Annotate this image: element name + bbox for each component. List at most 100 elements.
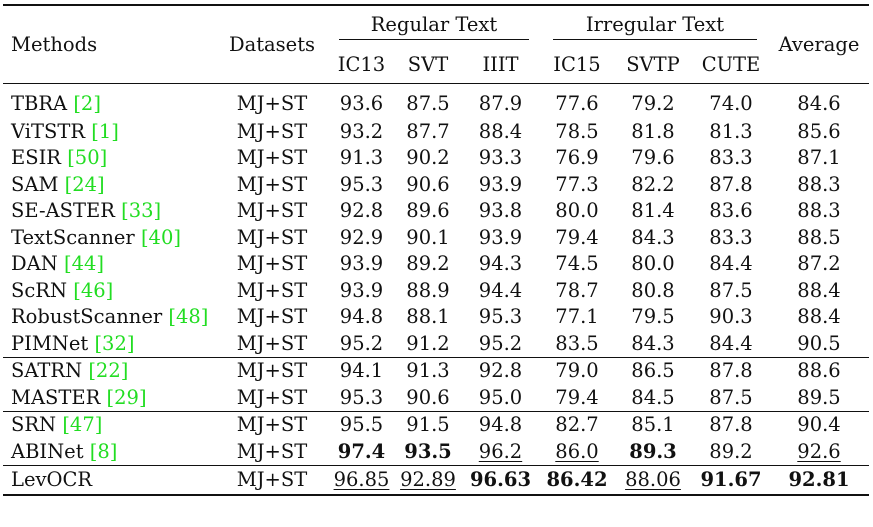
value-cell: 95.2 [478,331,523,355]
value-cell: 93.9 [478,172,523,196]
method-name: DAN [44] [11,252,105,276]
citation-link[interactable]: [40] [140,225,181,249]
citation-link[interactable]: [33] [121,199,162,223]
value-cell: 90.1 [406,225,450,249]
value-cell-best: 96.63 [460,464,541,496]
value-cell: 84.4 [709,252,753,276]
value-cell: 74.0 [709,91,753,115]
value-cell: 87.7 [406,119,450,143]
method-name: MASTER [29] [11,385,147,409]
citation-link[interactable]: [48] [168,305,209,329]
value-cell: 87.5 [709,278,753,302]
citation-link[interactable]: [2] [73,91,101,115]
value-cell: 76.9 [555,146,599,170]
method-name: PIMNet [32] [11,331,135,355]
value-cell: 95.0 [478,385,523,409]
citation-link[interactable]: [32] [94,331,135,355]
method-name: LevOCR [3,464,217,496]
value-cell: 93.2 [339,119,384,143]
table-row: ABINet [8] MJ+ST 97.4 93.5 96.2 86.0 89.… [3,438,869,465]
value-cell: 88.9 [406,278,450,302]
dataset-cell: MJ+ST [217,356,327,384]
value-cell: 89.2 [709,439,753,463]
value-cell: 80.0 [555,199,599,223]
value-cell: 81.3 [709,119,753,143]
value-cell: 81.8 [631,119,675,143]
table-row: LevOCR MJ+ST 96.85 92.89 96.63 86.42 88.… [3,464,869,496]
average-cell: 88.6 [769,356,869,384]
value-cell: 88.4 [478,119,523,143]
value-cell: 93.6 [339,91,384,115]
citation-link[interactable]: [22] [88,359,129,383]
value-cell-second: 96.85 [327,464,396,496]
table-row: TBRA [2] MJ+ST 93.6 87.5 87.9 77.6 79.2 … [3,84,869,119]
citation-link[interactable]: [50] [67,146,108,170]
value-cell-best: 89.3 [629,439,677,463]
value-cell-second: 92.89 [396,464,460,496]
table-row: TextScanner [40] MJ+ST 92.9 90.1 93.9 79… [3,224,869,251]
value-cell: 95.3 [478,305,523,329]
average-cell: 87.2 [797,252,841,276]
citation-link[interactable]: [46] [73,278,114,302]
citation-link[interactable]: [47] [62,413,103,437]
method-name: SRN [47] [3,410,217,438]
table-row: SE-ASTER [33] MJ+ST 92.8 89.6 93.8 80.0 … [3,198,869,225]
value-cell: 92.8 [460,356,541,384]
dataset-cell: MJ+ST [236,225,308,249]
dataset-cell: MJ+ST [236,278,308,302]
value-cell: 90.3 [709,305,753,329]
value-cell: 80.0 [631,252,675,276]
value-cell: 74.5 [555,252,599,276]
table-row: PIMNet [32] MJ+ST 95.2 91.2 95.2 83.5 84… [3,330,869,357]
average-cell: 84.6 [797,91,841,115]
value-cell-second: 86.0 [555,439,599,463]
value-cell: 79.4 [555,225,599,249]
dataset-cell: MJ+ST [236,385,308,409]
table-row: ESIR [50] MJ+ST 91.3 90.2 93.3 76.9 79.6… [3,145,869,172]
citation-link[interactable]: [44] [63,252,105,276]
dataset-cell: MJ+ST [236,305,308,329]
dataset-cell: MJ+ST [236,252,308,276]
citation-link[interactable]: [29] [106,385,147,409]
citation-link[interactable]: [24] [64,172,105,196]
value-cell: 84.5 [631,385,675,409]
average-cell: 90.4 [769,410,869,438]
average-cell: 88.3 [797,199,841,223]
citation-link[interactable]: [1] [91,119,119,143]
value-cell: 87.5 [406,91,450,115]
value-cell: 90.6 [406,385,450,409]
value-cell: 78.7 [555,278,599,302]
citation-link[interactable]: [8] [89,439,118,463]
value-cell: 87.8 [693,410,769,438]
value-cell-best: 91.67 [693,464,769,496]
value-cell: 82.7 [541,410,613,438]
value-cell: 95.3 [339,172,384,196]
value-cell: 91.3 [339,146,384,170]
value-cell: 86.5 [613,356,693,384]
header-col-svtp: SVTP [613,46,693,84]
header-col-cute: CUTE [693,46,769,84]
value-cell: 92.8 [339,199,384,223]
value-cell-second: 96.2 [478,439,523,463]
value-cell: 87.8 [693,356,769,384]
value-cell-best: 93.5 [404,439,452,463]
method-name: ViTSTR [1] [11,119,119,143]
value-cell: 92.9 [339,225,384,249]
value-cell: 95.5 [327,410,396,438]
header-irregular-text: Irregular Text [541,4,769,46]
average-cell: 88.3 [797,172,841,196]
value-cell: 79.0 [541,356,613,384]
value-cell: 89.6 [406,199,450,223]
value-cell: 84.4 [709,331,753,355]
value-cell: 83.5 [555,331,599,355]
header-datasets: Datasets [217,4,327,84]
method-name: SATRN [22] [3,356,217,384]
dataset-cell: MJ+ST [236,91,308,115]
average-cell: 89.5 [797,385,841,409]
average-cell: 85.6 [797,119,841,143]
table-row: SRN [47] MJ+ST 95.5 91.5 94.8 82.7 85.1 … [3,410,869,438]
value-cell: 79.2 [631,91,675,115]
header-col-svt: SVT [396,46,460,84]
header-col-ic15: IC15 [541,46,613,84]
value-cell: 77.3 [555,172,599,196]
